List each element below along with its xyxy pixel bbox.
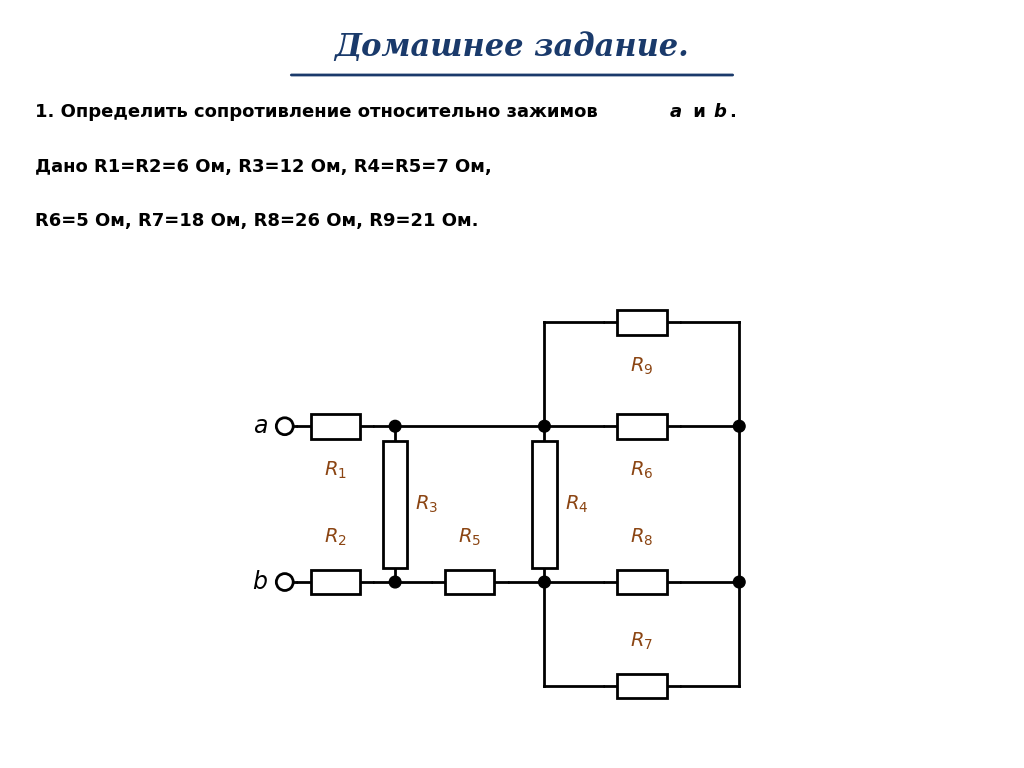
- Text: .: .: [729, 104, 736, 121]
- Text: Домашнее задание.: Домашнее задание.: [335, 32, 689, 64]
- Bar: [445, 570, 495, 594]
- Text: 1. Определить сопротивление относительно зажимов: 1. Определить сопротивление относительно…: [35, 104, 603, 121]
- Text: $R_6$: $R_6$: [630, 460, 653, 482]
- Text: $R_5$: $R_5$: [459, 527, 481, 548]
- Circle shape: [733, 576, 745, 588]
- Text: $R_3$: $R_3$: [416, 494, 438, 515]
- Circle shape: [539, 576, 550, 588]
- Circle shape: [276, 418, 293, 435]
- Text: $R_4$: $R_4$: [564, 494, 588, 515]
- Bar: [617, 414, 667, 439]
- Bar: [383, 441, 408, 568]
- Bar: [532, 441, 557, 568]
- Circle shape: [276, 574, 293, 591]
- Text: Дано R1=R2=6 Ом, R3=12 Ом, R4=R5=7 Ом,: Дано R1=R2=6 Ом, R3=12 Ом, R4=R5=7 Ом,: [35, 157, 492, 176]
- Text: $R_9$: $R_9$: [630, 356, 653, 377]
- Text: и: и: [687, 104, 712, 121]
- Text: $R_8$: $R_8$: [630, 527, 653, 548]
- Circle shape: [733, 420, 745, 432]
- Text: R6=5 Ом, R7=18 Ом, R8=26 Ом, R9=21 Ом.: R6=5 Ом, R7=18 Ом, R8=26 Ом, R9=21 Ом.: [35, 212, 478, 230]
- Bar: [310, 414, 360, 439]
- Bar: [617, 310, 667, 335]
- Text: $R_7$: $R_7$: [631, 631, 653, 652]
- Bar: [310, 570, 360, 594]
- Bar: [617, 674, 667, 698]
- Circle shape: [539, 420, 550, 432]
- Circle shape: [389, 576, 401, 588]
- Text: $R_1$: $R_1$: [324, 460, 347, 482]
- Bar: [617, 570, 667, 594]
- Text: b: b: [713, 104, 726, 121]
- Circle shape: [389, 420, 401, 432]
- Text: $R_2$: $R_2$: [324, 527, 347, 548]
- Text: $b$: $b$: [252, 570, 268, 594]
- Text: $a$: $a$: [253, 414, 267, 439]
- Text: a: a: [670, 104, 682, 121]
